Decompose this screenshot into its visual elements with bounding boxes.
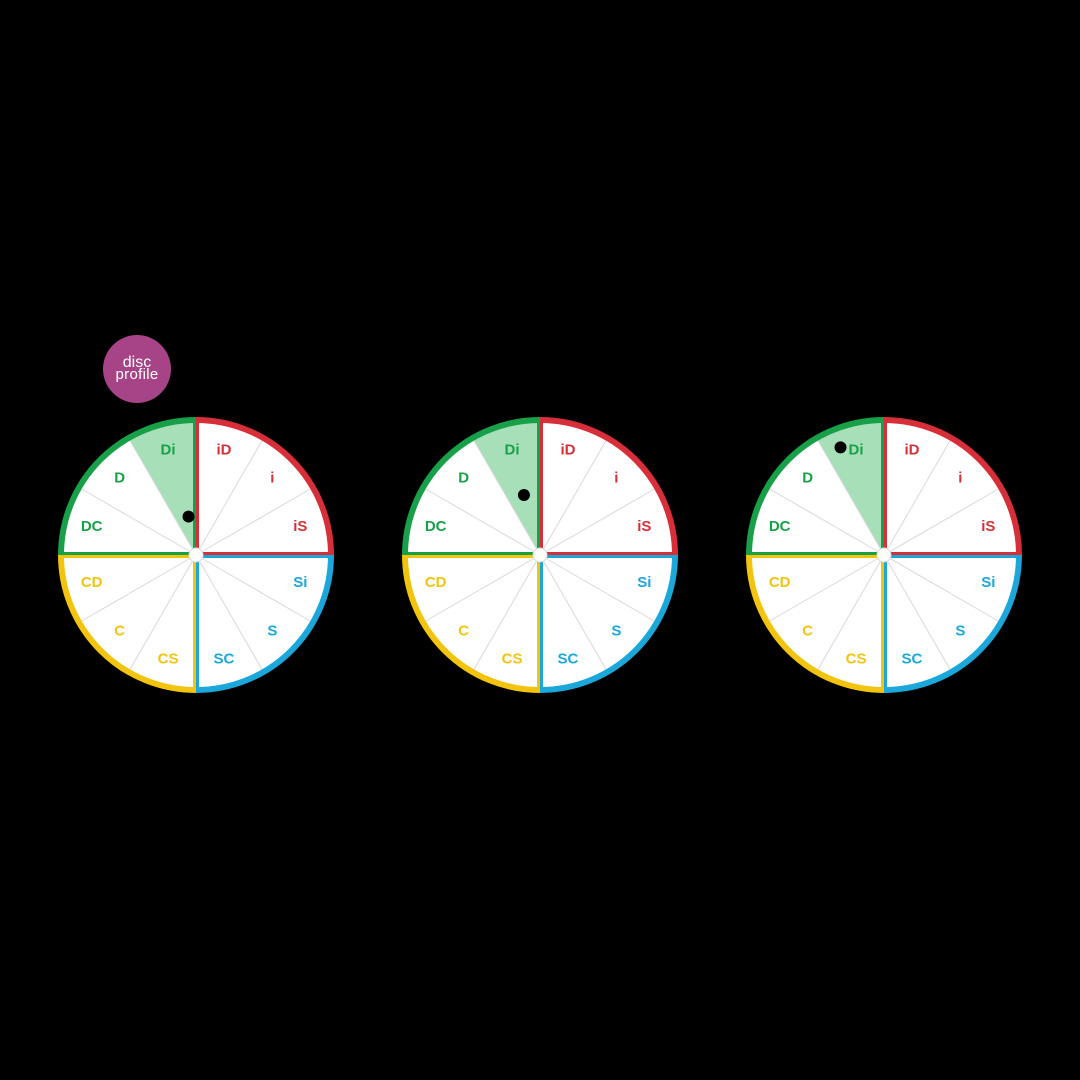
disc-wheel-3: iD i iS Si S SC CS C CD DC D Di [739, 410, 1029, 700]
segment-label-CS: CS [846, 650, 867, 667]
segment-label-iD: iD [216, 442, 231, 459]
disc-wheel: iD i iS Si S SC CS C CD DC D Di [739, 410, 1029, 700]
result-dot [835, 441, 847, 453]
segment-label-iS: iS [981, 518, 995, 535]
logo-line-2: profile [116, 369, 159, 382]
segment-label-D: D [458, 470, 469, 487]
segment-label-C: C [114, 622, 125, 639]
segment-label-Si: Si [637, 574, 651, 591]
segment-label-i: i [614, 470, 618, 487]
segment-label-Di: Di [849, 442, 864, 459]
stage: disc profile iDiiSSiSSCCSCCDDCDDiiDiiSSi… [0, 0, 1080, 1080]
disc-wheel: iD i iS Si S SC CS C CD DC D Di [395, 410, 685, 700]
segment-label-iD: iD [904, 442, 919, 459]
wheel-hub [189, 548, 203, 562]
result-dot [183, 511, 195, 523]
segment-label-iS: iS [293, 518, 307, 535]
segment-label-CD: CD [425, 574, 447, 591]
disc-wheel: iD i iS Si S SC CS C CD DC D Di [51, 410, 341, 700]
segment-label-D: D [802, 470, 813, 487]
wheel-hub [533, 548, 547, 562]
wheel-hub [877, 548, 891, 562]
segment-label-C: C [458, 622, 469, 639]
segment-label-CS: CS [502, 650, 523, 667]
segment-label-i: i [270, 470, 274, 487]
result-dot [518, 489, 530, 501]
segment-label-Di: Di [161, 442, 176, 459]
segment-label-S: S [267, 622, 277, 639]
segment-label-CD: CD [769, 574, 791, 591]
segment-label-DC: DC [81, 518, 103, 535]
segment-label-Di: Di [505, 442, 520, 459]
segment-label-iS: iS [637, 518, 651, 535]
segment-label-D: D [114, 470, 125, 487]
segment-label-C: C [802, 622, 813, 639]
segment-label-Si: Si [981, 574, 995, 591]
disc-wheel-1: iD i iS Si S SC CS C CD DC D Di [51, 410, 341, 700]
segment-label-i: i [958, 470, 962, 487]
segment-label-S: S [955, 622, 965, 639]
disc-wheel-2: iD i iS Si S SC CS C CD DC D Di [395, 410, 685, 700]
segment-label-SC: SC [902, 650, 923, 667]
segment-label-S: S [611, 622, 621, 639]
segment-label-SC: SC [214, 650, 235, 667]
disc-profile-logo-badge: disc profile [103, 335, 171, 403]
segment-label-CD: CD [81, 574, 103, 591]
segment-label-DC: DC [425, 518, 447, 535]
segment-label-CS: CS [158, 650, 179, 667]
segment-label-Si: Si [293, 574, 307, 591]
segment-label-DC: DC [769, 518, 791, 535]
segment-label-SC: SC [558, 650, 579, 667]
segment-label-iD: iD [560, 442, 575, 459]
